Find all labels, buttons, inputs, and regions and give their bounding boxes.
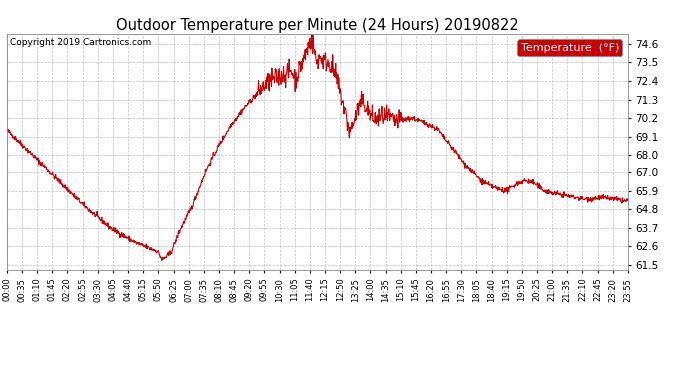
Legend: Temperature  (°F): Temperature (°F)	[518, 39, 622, 56]
Text: Copyright 2019 Cartronics.com: Copyright 2019 Cartronics.com	[10, 39, 151, 48]
Title: Outdoor Temperature per Minute (24 Hours) 20190822: Outdoor Temperature per Minute (24 Hours…	[116, 18, 519, 33]
